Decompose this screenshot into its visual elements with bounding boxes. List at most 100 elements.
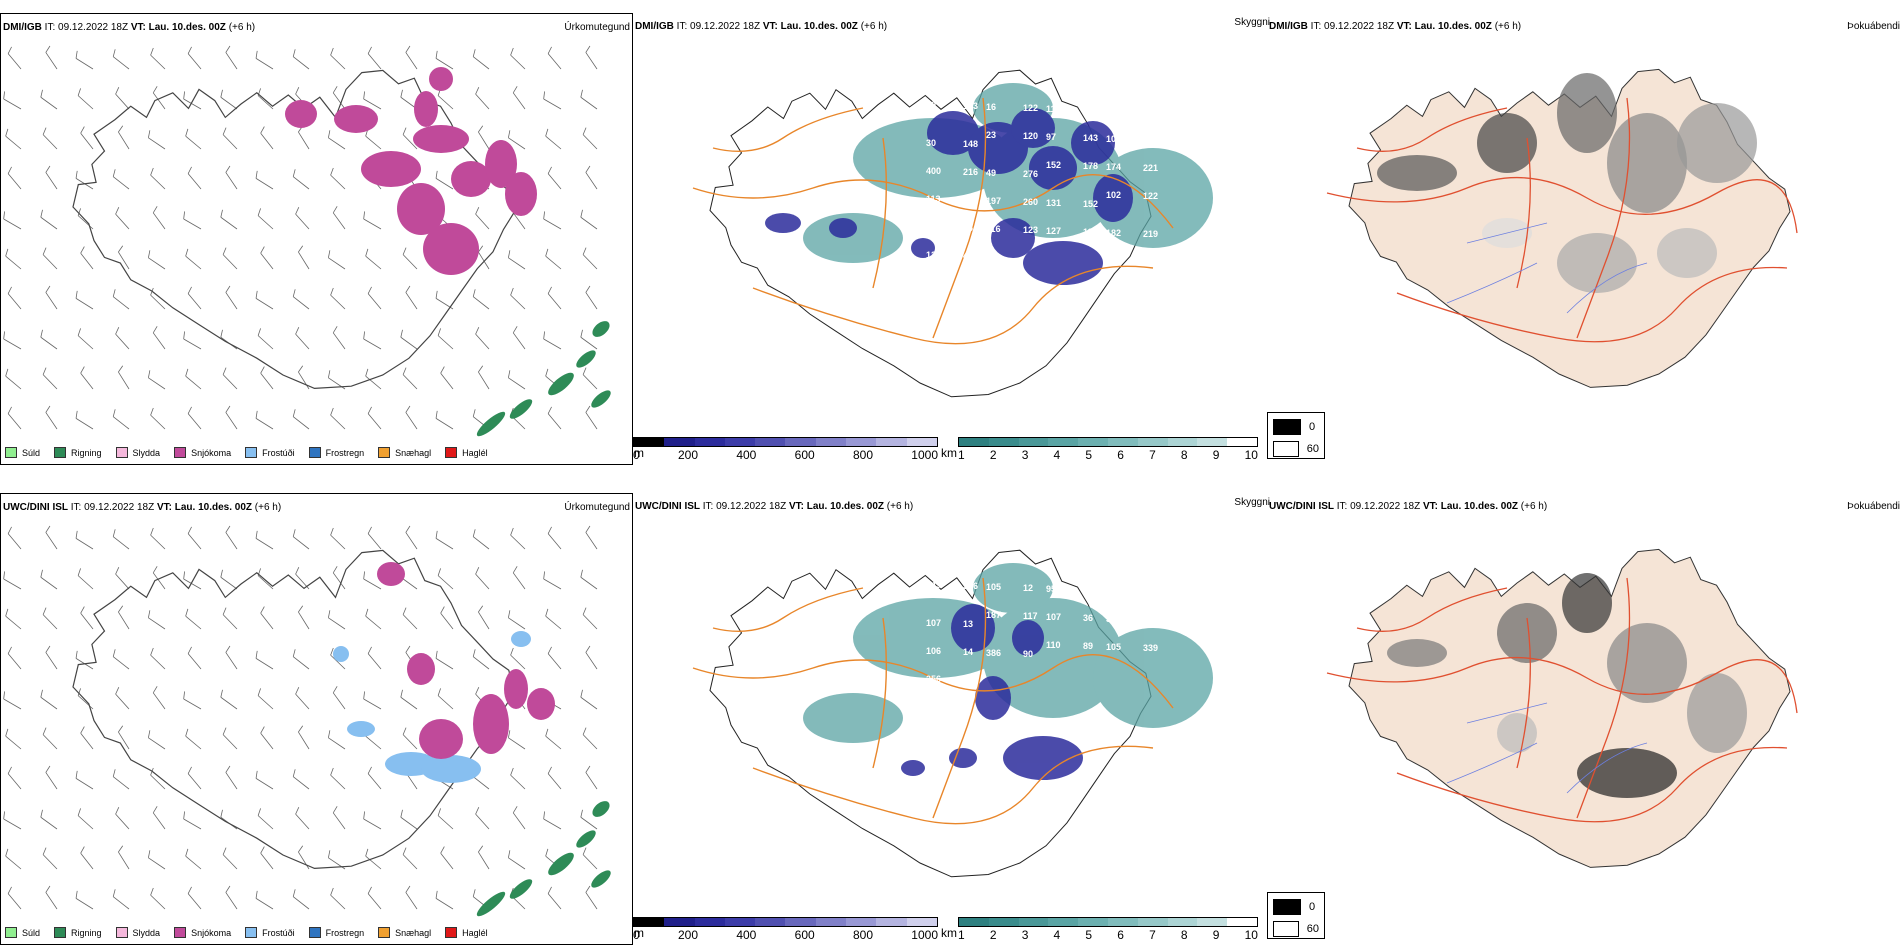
wind-barb — [292, 169, 310, 190]
tick-label: 600 — [794, 928, 815, 942]
wind-barb — [547, 46, 562, 70]
tick-label: 600 — [794, 448, 815, 462]
wind-barb — [508, 250, 526, 270]
wind-barb — [225, 765, 238, 790]
wind-barb — [75, 410, 94, 430]
wind-barb — [367, 526, 382, 550]
visibility-label: 249 — [926, 580, 941, 590]
visibility-label: 187 — [986, 610, 1001, 620]
wind-barb — [543, 211, 562, 230]
legend-swatch — [308, 447, 321, 458]
wind-barb — [365, 248, 382, 270]
road — [872, 617, 888, 769]
wind-barb — [185, 728, 202, 750]
visibility-label: 256 — [926, 674, 941, 684]
visibility-label: 120 — [1023, 131, 1038, 141]
wind-barb — [547, 166, 562, 190]
fog-cell — [1577, 748, 1677, 798]
fog-cell — [1497, 713, 1537, 753]
wind-barb — [363, 571, 382, 590]
tick-label: 1000 — [911, 448, 938, 462]
wind-barb — [75, 650, 94, 670]
panel-header: DMI/IGB IT: 09.12.2022 18Z VT: Lau. 10.d… — [3, 22, 256, 33]
wind-barb — [580, 209, 598, 230]
legend-swatch — [5, 447, 17, 458]
rivers — [1446, 702, 1648, 794]
visibility-label: 152 — [1046, 160, 1061, 170]
wind-barb — [45, 165, 58, 190]
tick-label: 5 — [1085, 448, 1093, 462]
wind-barb — [118, 725, 130, 750]
wind-barb — [405, 885, 418, 910]
visibility-label: 276 — [1023, 169, 1038, 179]
wind-barb — [547, 286, 562, 310]
legend-item: Súld — [5, 447, 40, 458]
wind-barb — [292, 409, 310, 430]
wind-barb — [585, 405, 598, 430]
visibility-label: 12 — [1143, 615, 1153, 625]
wind-barb — [148, 730, 166, 750]
precip-type-panel-bottom: UWC/DINI ISL IT: 09.12.2022 18Z VT: Lau.… — [0, 493, 633, 945]
wind-barb — [255, 410, 274, 430]
visibility-label: 43 — [963, 251, 973, 261]
wind-barb — [255, 50, 274, 70]
iceland-coastline — [709, 549, 1152, 878]
wind-barb — [332, 86, 346, 110]
wind-barb — [5, 728, 22, 750]
visibility-label: 36 — [1083, 613, 1093, 623]
legend-item: Slydda — [115, 447, 160, 458]
visibility-m-cell — [951, 604, 995, 652]
wind-barb — [5, 368, 22, 390]
legend-label: Frostregn — [325, 447, 365, 458]
wind-barb — [45, 45, 58, 70]
tick-label: 2 — [989, 448, 997, 462]
road — [1356, 107, 1508, 152]
wind-barb — [585, 525, 598, 550]
tick-label: 8 — [1180, 928, 1188, 942]
visibility-m-cell — [927, 111, 979, 155]
wind-barb — [580, 689, 598, 710]
wind-barb — [255, 650, 274, 670]
visibility-label: 50 — [926, 100, 936, 110]
wind-barb — [437, 328, 454, 350]
wind-barb — [222, 847, 238, 870]
wind-barb — [580, 89, 598, 110]
precip-type-map — [3, 45, 611, 437]
visibility-label: 44 — [1083, 585, 1093, 595]
legend-label: Slydda — [132, 927, 161, 938]
wind-barb — [42, 127, 58, 150]
wind-barb — [225, 45, 238, 70]
wind-barb — [547, 646, 562, 670]
snow-cell — [473, 694, 509, 754]
snow-cell — [334, 105, 378, 133]
snow-cell — [377, 562, 405, 586]
visibility-label: 339 — [1143, 643, 1158, 653]
wind-barb — [440, 366, 454, 390]
legend-label: Súld — [22, 447, 41, 458]
wind-barb — [400, 809, 418, 830]
wind-barb — [7, 766, 22, 790]
visibility-label: 131 — [1046, 198, 1061, 208]
visibility-label: 143 — [1083, 133, 1098, 143]
wind-barb — [582, 247, 598, 270]
wind-barb — [435, 290, 454, 310]
visibility-km-cell — [1093, 148, 1213, 248]
wind-barb — [435, 170, 454, 190]
wind-barb — [80, 246, 94, 270]
visibility-label: 219 — [1143, 229, 1158, 239]
wind-barb — [80, 846, 94, 870]
wind-barb — [405, 525, 418, 550]
river — [1466, 702, 1548, 724]
visibility-m-cell — [1012, 620, 1044, 656]
wind-barb — [7, 286, 22, 310]
wind-barb — [255, 170, 274, 190]
wind-barb — [118, 605, 130, 630]
legend-label: Haglél — [462, 447, 488, 458]
wind-barb — [75, 290, 94, 310]
visibility-km-cell — [973, 563, 1053, 613]
river — [1466, 222, 1548, 244]
wind-barb — [3, 811, 22, 830]
legend-swatch — [378, 447, 391, 458]
wind-barb — [42, 847, 58, 870]
wind-barb — [150, 887, 166, 910]
